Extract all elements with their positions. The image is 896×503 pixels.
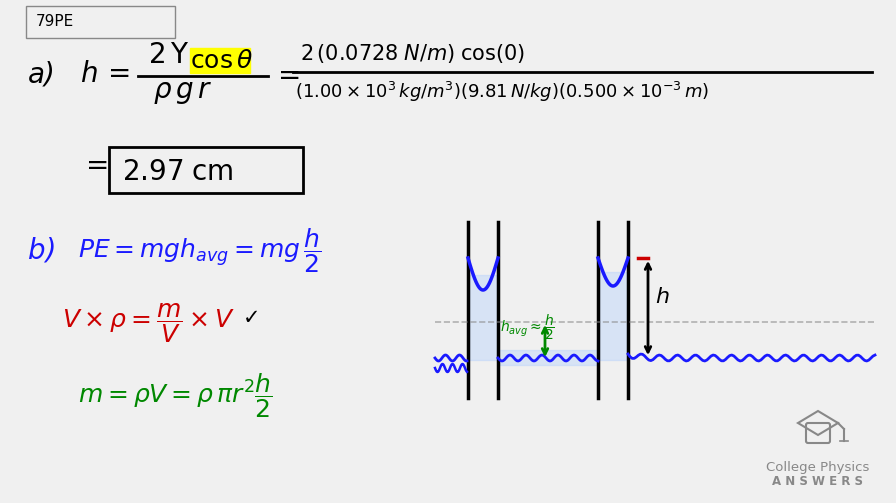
Bar	[190, 48, 250, 73]
Text: b): b)	[28, 236, 56, 264]
Text: $PE = mgh_{avg} = mg\,\dfrac{h}{2}$: $PE = mgh_{avg} = mg\,\dfrac{h}{2}$	[78, 226, 322, 275]
FancyBboxPatch shape	[109, 147, 303, 193]
Text: $2.97\;\mathrm{cm}$: $2.97\;\mathrm{cm}$	[122, 158, 233, 186]
Text: 79PE: 79PE	[36, 14, 74, 29]
Text: A N S W E R S: A N S W E R S	[772, 475, 864, 488]
Text: $h\,=$: $h\,=$	[80, 60, 130, 88]
FancyBboxPatch shape	[26, 6, 175, 38]
Text: a): a)	[28, 60, 56, 88]
Text: $\rho\,g\,r$: $\rho\,g\,r$	[153, 78, 212, 106]
Text: $(1.00\times10^3\,kg/m^3)(9.81\,N/kg)(0.500\times10^{-3}\,m)$: $(1.00\times10^3\,kg/m^3)(9.81\,N/kg)(0.…	[295, 80, 709, 104]
Text: $h$: $h$	[655, 287, 669, 307]
Text: $h_{avg}\approx\dfrac{h}{2}$: $h_{avg}\approx\dfrac{h}{2}$	[500, 312, 555, 342]
Text: $2\,(0.0728\;N/m)\;\cos(0)$: $2\,(0.0728\;N/m)\;\cos(0)$	[300, 42, 525, 65]
Text: $V\times\rho = \dfrac{m}{V}\times V$: $V\times\rho = \dfrac{m}{V}\times V$	[62, 301, 235, 345]
Text: $=$: $=$	[272, 60, 300, 88]
Text: $2\,\Upsilon$: $2\,\Upsilon$	[148, 41, 189, 69]
Text: College Physics: College Physics	[766, 461, 870, 474]
Text: $\checkmark$: $\checkmark$	[242, 306, 258, 326]
Text: $=$: $=$	[80, 150, 108, 178]
Text: $\cos\theta$: $\cos\theta$	[190, 49, 253, 73]
Text: $m = \rho V = \rho\,\pi r^2\dfrac{h}{2}$: $m = \rho V = \rho\,\pi r^2\dfrac{h}{2}$	[78, 371, 273, 420]
